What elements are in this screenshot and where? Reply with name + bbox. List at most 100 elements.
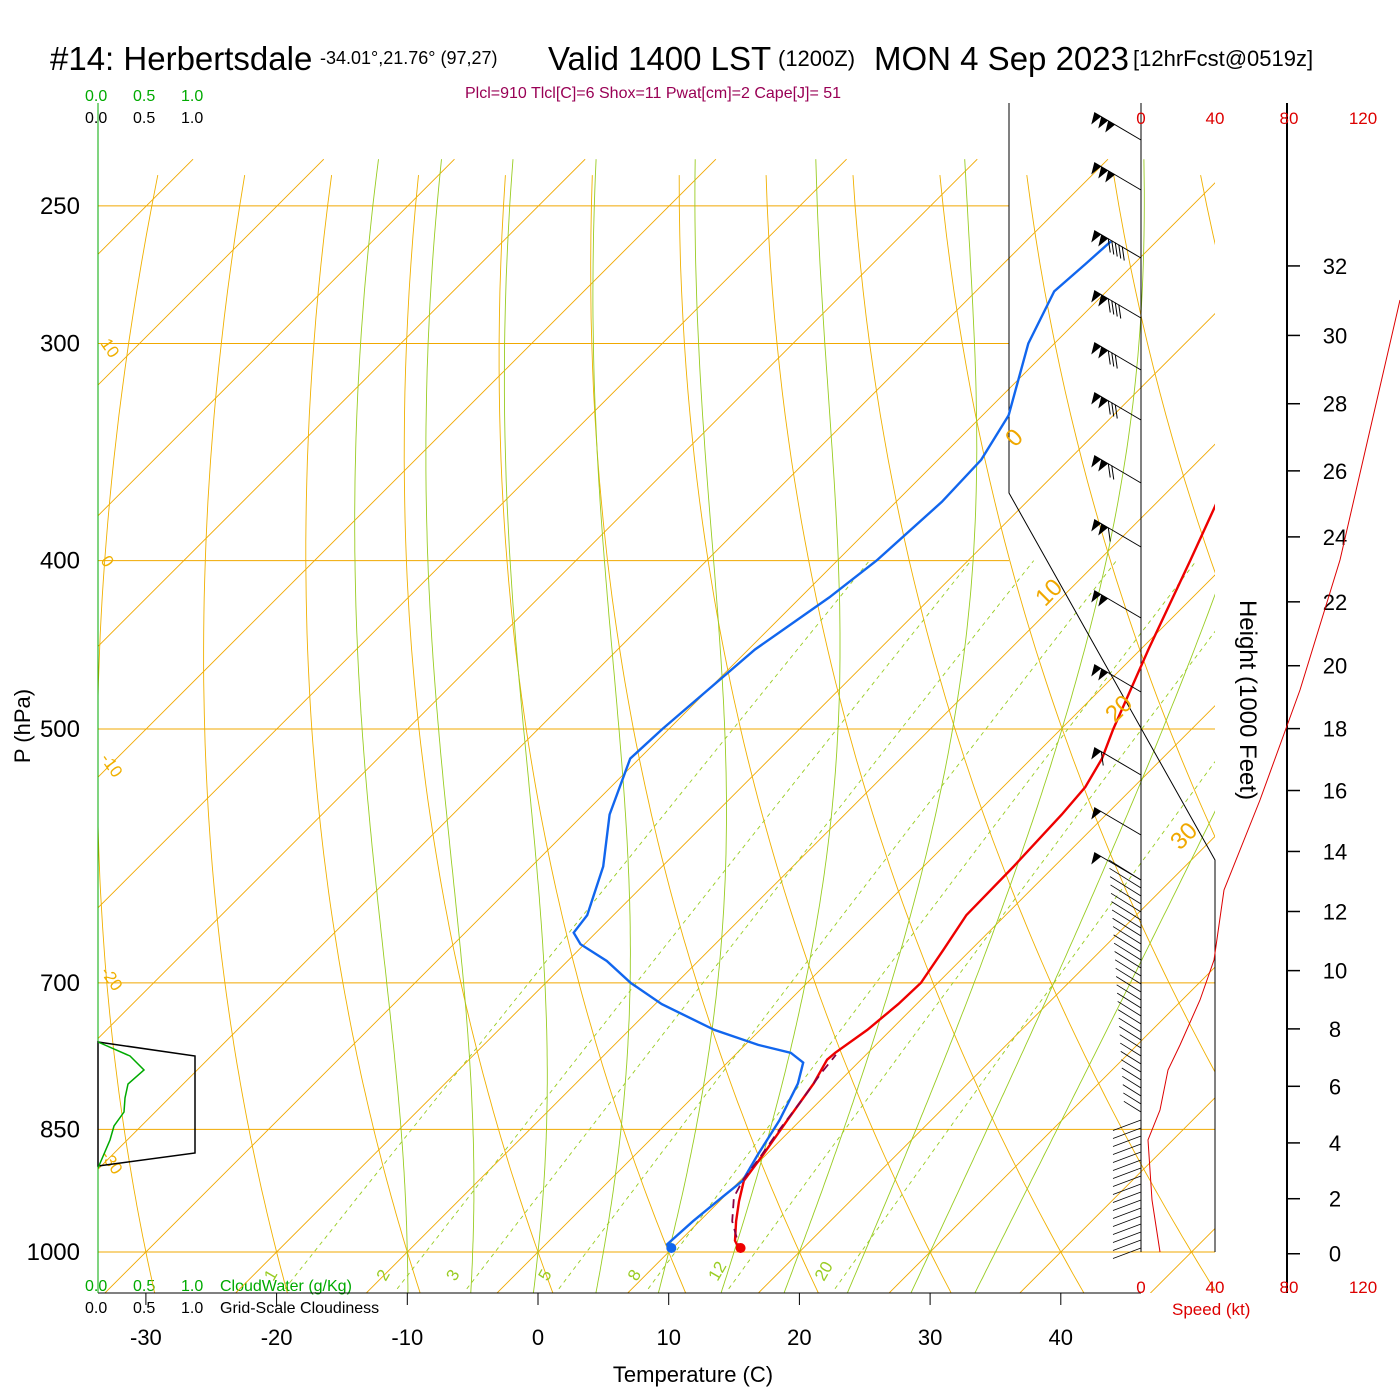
wind-barb bbox=[1091, 162, 1142, 191]
wind-barbs bbox=[1091, 112, 1142, 1259]
mixing-ratio-label: 5 bbox=[535, 1266, 556, 1284]
wind-barb-staff bbox=[1110, 884, 1142, 905]
wind-barb-staff bbox=[1110, 892, 1142, 913]
cloud-scale-bottom: 0.0 0.5 1.0 CloudWater (g/Kg) 0.0 0.5 1.… bbox=[85, 1278, 379, 1317]
wind-barb bbox=[1091, 290, 1142, 319]
wind-barb-feather bbox=[1107, 463, 1111, 478]
cloud-scale-top: 0.0 0.5 1.0 0.0 0.5 1.0 bbox=[85, 88, 203, 127]
wind-barb-feather bbox=[1111, 240, 1115, 255]
isotherm-line bbox=[104, 182, 1215, 1293]
wind-barb-staff bbox=[1115, 967, 1142, 985]
height-tick-label: 10 bbox=[1323, 959, 1347, 984]
isotherm-label: 30 bbox=[1165, 817, 1203, 855]
dry-adiabat-line bbox=[678, 175, 952, 1293]
isotherm-line bbox=[98, 158, 586, 648]
pressure-label: 300 bbox=[40, 330, 80, 357]
x-tick-label: 0 bbox=[532, 1325, 544, 1350]
wind-barb-staff bbox=[1116, 992, 1142, 1009]
temperature-line bbox=[733, 503, 1215, 1253]
wind-barb-staff bbox=[1115, 976, 1142, 993]
wind-barb-flag bbox=[1098, 346, 1109, 359]
height-tick-label: 30 bbox=[1323, 323, 1347, 348]
cloud-scale-top-green-1: 0.5 bbox=[133, 88, 155, 105]
dry-adiabat-line bbox=[1200, 175, 1215, 246]
wind-barb bbox=[1091, 747, 1142, 776]
dry-adiabat-line bbox=[765, 175, 1085, 1293]
wind-barb-flag bbox=[1091, 112, 1102, 125]
wind-barb-feather bbox=[1100, 751, 1104, 766]
wind-barb-flag bbox=[1098, 116, 1109, 129]
wind-barb-flag bbox=[1098, 459, 1109, 472]
cloud-scale-bottom-black-0: 0.0 bbox=[85, 1300, 107, 1317]
cloudwater-profile bbox=[97, 1041, 146, 1169]
wind-barb bbox=[1091, 455, 1142, 484]
speed-tick-label: 40 bbox=[1206, 109, 1225, 128]
wind-barb-flag bbox=[1091, 852, 1102, 865]
wind-barb bbox=[1091, 342, 1142, 371]
wind-barb-staff bbox=[1121, 1067, 1142, 1081]
height-tick-label: 32 bbox=[1323, 254, 1347, 279]
wind-barb-staff bbox=[1113, 934, 1142, 953]
moist-adiabat-line bbox=[720, 159, 841, 1293]
wind-barb-staff bbox=[1093, 807, 1142, 836]
wind-barb-feather bbox=[1114, 354, 1118, 369]
cloud-scale-top-black-0: 0.0 bbox=[85, 110, 107, 127]
cloud-scale-top-black-1: 0.5 bbox=[133, 110, 155, 127]
mixing-ratio-label: 20 bbox=[811, 1258, 837, 1284]
wind-barb-feather bbox=[1118, 304, 1122, 319]
moist-adiabat-line bbox=[974, 810, 1215, 1293]
wind-barb-staff bbox=[1119, 1034, 1142, 1049]
wind-barb-staff bbox=[1112, 1247, 1142, 1259]
wind-barb-flag bbox=[1098, 294, 1109, 307]
dry-adiabat-line bbox=[1374, 175, 1400, 1324]
wind-barb-staff bbox=[1119, 1026, 1142, 1041]
wind-barb bbox=[1091, 519, 1142, 548]
cloud-scale-top-black-2: 1.0 bbox=[181, 110, 203, 127]
wind-barb-staff bbox=[1112, 917, 1142, 937]
utc-time: (1200Z) bbox=[778, 46, 855, 71]
wind-barb-flag bbox=[1105, 120, 1116, 133]
speed-tick-label: 0 bbox=[1136, 109, 1145, 128]
isotherm-label: 10 bbox=[1030, 574, 1068, 612]
wind-panel-boundary bbox=[1008, 103, 1216, 1252]
wind-barb-flag bbox=[1091, 290, 1102, 303]
height-tick-label: 2 bbox=[1329, 1187, 1341, 1212]
wind-barb-staff bbox=[1112, 1135, 1142, 1147]
wind-barb-flag bbox=[1091, 807, 1102, 820]
height-tick-label: 26 bbox=[1323, 459, 1347, 484]
cloud-scale-bottom-green-0: 0.0 bbox=[85, 1278, 107, 1295]
dry-adiabat-line bbox=[98, 175, 159, 1293]
moist-adiabat-line bbox=[910, 593, 1215, 1293]
surface-temperature-dot bbox=[735, 1243, 746, 1253]
speed-tick-label: 80 bbox=[1280, 1278, 1299, 1297]
wind-barb-flag bbox=[1098, 594, 1109, 607]
station-coords: -34.01°,21.76° (97,27) bbox=[320, 48, 498, 68]
moist-adiabat-line bbox=[657, 159, 727, 1293]
wind-barb-staff bbox=[1118, 1009, 1142, 1025]
height-tick-label: 16 bbox=[1323, 779, 1347, 804]
wind-barb-staff bbox=[1111, 909, 1142, 929]
cloudiness-label: Grid-Scale Cloudiness bbox=[220, 1300, 379, 1317]
wind-barb-flag bbox=[1091, 519, 1102, 532]
series-layer bbox=[572, 240, 1215, 1253]
wind-barb-staff bbox=[1114, 951, 1142, 969]
height-axis-title: Height (1000 Feet) bbox=[1234, 600, 1261, 800]
wind-barb-feather bbox=[1107, 298, 1111, 313]
cloud-scale-bottom-black-2: 1.0 bbox=[181, 1300, 203, 1317]
height-tick-label: 20 bbox=[1323, 654, 1347, 679]
dry-adiabat-line bbox=[403, 175, 554, 1293]
dry-adiabat-line bbox=[1113, 175, 1215, 574]
isotherm-line bbox=[888, 966, 1215, 1293]
wind-barb-flag bbox=[1105, 170, 1116, 183]
moist-adiabat-line bbox=[503, 159, 548, 1293]
pressure-label: 1000 bbox=[27, 1239, 80, 1266]
wind-barb bbox=[1091, 590, 1142, 619]
mixing-ratio-line bbox=[284, 560, 870, 1290]
speed-tick-label: 80 bbox=[1280, 109, 1299, 128]
wind-barb-staff bbox=[1120, 1042, 1142, 1057]
wind-barb-staff bbox=[1112, 1231, 1142, 1243]
wind-barb-staff bbox=[1109, 867, 1142, 889]
speed-tick-label: 40 bbox=[1206, 1278, 1225, 1297]
